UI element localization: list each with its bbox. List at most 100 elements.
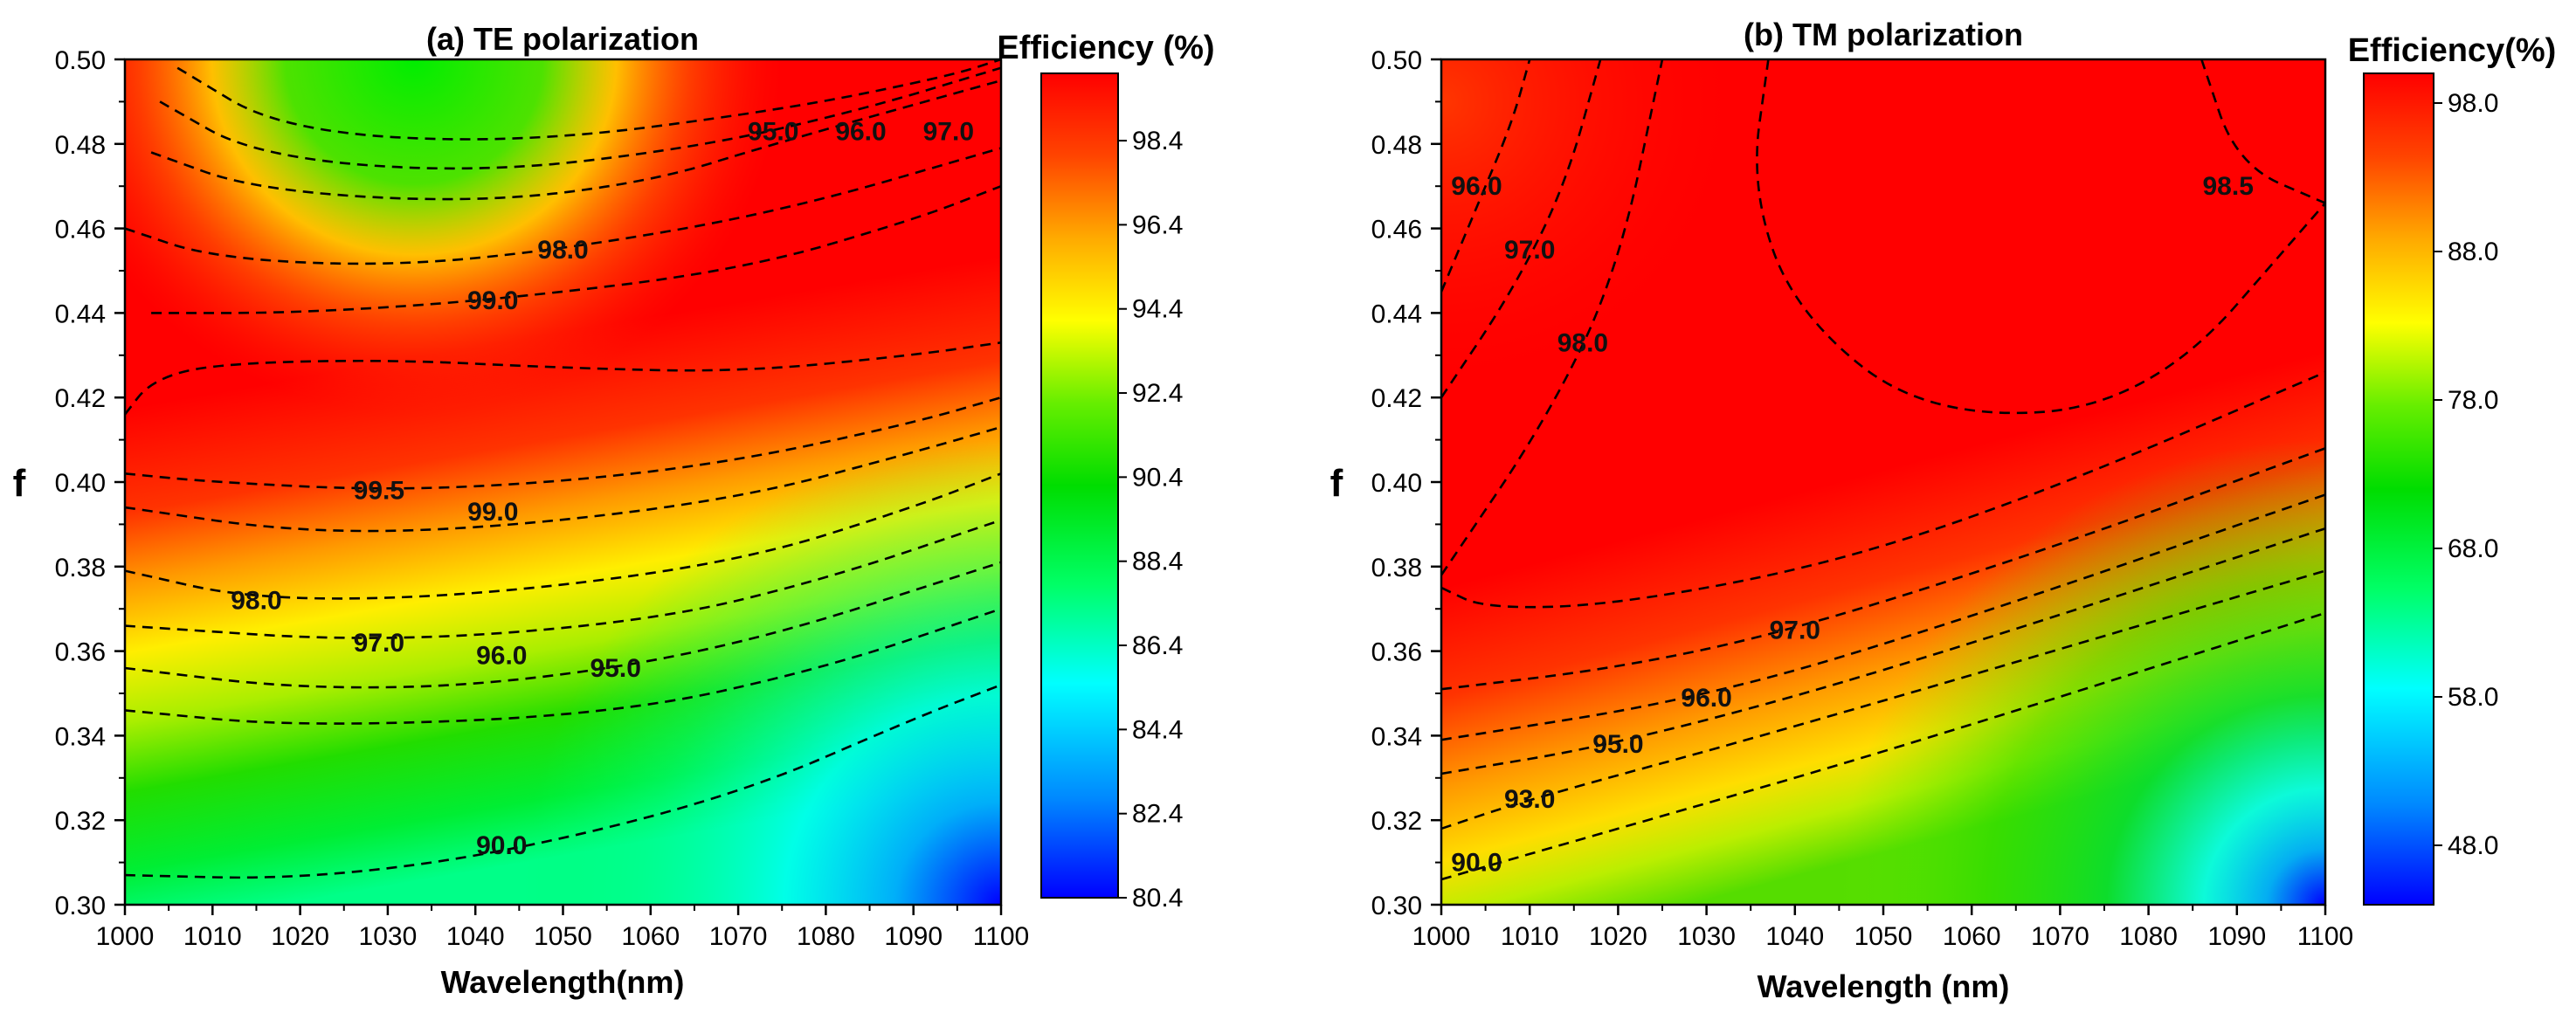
te-y-tick-label: 0.38 — [55, 554, 106, 582]
tm-colorbar-tick-label: 68.0 — [2448, 534, 2498, 563]
te-y-tick-label: 0.50 — [55, 46, 106, 75]
tm-x-tick-label: 1090 — [2207, 922, 2266, 951]
te-x-tick-label: 1000 — [96, 922, 155, 951]
tm-title: (b) TM polarization — [1744, 17, 2023, 52]
tm-x-tick-label: 1070 — [2031, 922, 2089, 951]
tm-colorbar-tick-label: 88.0 — [2448, 238, 2498, 266]
te-contour-line — [125, 607, 1001, 725]
te-x-tick-label: 1030 — [359, 922, 418, 951]
tm-colorbar-tick-label: 48.0 — [2448, 831, 2498, 860]
tm-contour-line — [1756, 59, 2325, 415]
te-colorbar: Efficiency (%) 80.4 82.4 84.4 86.4 88.4 90.4 9… — [997, 30, 1214, 913]
tm-contour-label: 97.0 — [1770, 616, 1820, 644]
te-colorbar-tick-label: 82.4 — [1132, 800, 1183, 829]
te-contour-label: 90.0 — [476, 831, 527, 860]
te-contour-label: 96.0 — [476, 641, 527, 670]
te-x-tick-label: 1080 — [797, 922, 855, 951]
panel-te: 99.5 99.0 98.0 97.0 96.0 95.0 90.0 99.0 98.0 95.0… — [13, 21, 1030, 1000]
te-x-axis-title: Wavelength(nm) — [441, 964, 685, 1000]
tm-contour-line — [1441, 59, 1531, 293]
te-colorbar-ticks: 80.4 82.4 84.4 86.4 88.4 90.4 92.4 94.4 96.4 98.4 — [1118, 127, 1183, 913]
te-y-tick-label: 0.32 — [55, 807, 106, 836]
te-contour-label: 99.0 — [467, 286, 518, 315]
tm-x-tick-label: 1050 — [1854, 922, 1913, 951]
te-colorbar-tick-label: 98.4 — [1132, 127, 1183, 155]
te-contours — [125, 59, 1001, 879]
tm-contour-line — [1441, 527, 2325, 775]
te-contour-label: 96.0 — [835, 117, 886, 146]
tm-contour-line — [1441, 59, 1602, 398]
tm-x-tick-label: 1100 — [2297, 922, 2354, 951]
panel-tm: 96.0 97.0 98.0 98.5 97.0 96.0 95.0 93.0 90.0 100… — [1330, 17, 2354, 1004]
te-colorbar-tick-label: 80.4 — [1132, 884, 1183, 913]
tm-y-tick-label: 0.34 — [1371, 722, 1422, 751]
tm-y-ticks: 0.30 0.32 0.34 0.36 0.38 0.40 0.42 0.44 0.46 0.48… — [1371, 46, 1441, 920]
tm-y-tick-label: 0.40 — [1371, 469, 1422, 498]
tm-contour-line — [1441, 371, 2325, 609]
te-colorbar-title: Efficiency (%) — [997, 30, 1214, 66]
te-y-tick-label: 0.36 — [55, 638, 106, 667]
tm-x-tick-label: 1030 — [1677, 922, 1736, 951]
tm-x-ticks: 1000 1010 1020 1030 1040 1050 1060 1070 1080 1090… — [1412, 905, 2354, 951]
te-x-tick-label: 1040 — [446, 922, 505, 951]
te-contour-line — [125, 684, 1001, 879]
te-contour-line — [125, 561, 1001, 689]
te-x-tick-label: 1090 — [884, 922, 943, 951]
tm-x-tick-label: 1080 — [2119, 922, 2178, 951]
te-contour-labels: 99.5 99.0 98.0 97.0 96.0 95.0 90.0 99.0 98.0 95.0… — [231, 117, 974, 860]
te-contour-line — [125, 341, 1001, 416]
tm-contour-label: 97.0 — [1504, 236, 1555, 265]
te-contour-line — [151, 184, 1001, 314]
tm-colorbar-tick-label: 98.0 — [2448, 89, 2498, 118]
te-y-tick-label: 0.40 — [55, 469, 106, 498]
tm-y-tick-label: 0.50 — [1371, 46, 1422, 75]
te-contour-label: 99.5 — [354, 477, 404, 506]
te-contour-line — [159, 66, 1001, 170]
te-colorbar-tick-label: 86.4 — [1132, 631, 1183, 660]
te-colorbar-tick-label: 96.4 — [1132, 210, 1183, 239]
te-contour-label: 95.0 — [590, 654, 640, 683]
tm-contour-label: 90.0 — [1451, 849, 1502, 878]
tm-contour-label: 98.0 — [1557, 328, 1608, 357]
te-colorbar-tick-label: 92.4 — [1132, 379, 1183, 408]
tm-colorbar-scale — [2363, 72, 2434, 906]
te-x-tick-label: 1050 — [534, 922, 592, 951]
tm-x-axis-title: Wavelength (nm) — [1758, 968, 2010, 1004]
te-x-ticks: 1000 1010 1020 1030 1040 1050 1060 1070 1080 1090… — [96, 905, 1030, 951]
tm-colorbar-ticks: 48.0 58.0 68.0 78.0 88.0 98.0 — [2434, 89, 2498, 860]
te-x-tick-label: 1010 — [183, 922, 242, 951]
te-x-tick-label: 1020 — [271, 922, 329, 951]
te-colorbar-tick-label: 94.4 — [1132, 295, 1183, 324]
te-y-tick-label: 0.34 — [55, 722, 106, 751]
tm-y-tick-label: 0.44 — [1371, 300, 1422, 328]
tm-y-tick-label: 0.48 — [1371, 131, 1422, 160]
tm-y-tick-label: 0.46 — [1371, 216, 1422, 245]
tm-y-tick-label: 0.36 — [1371, 638, 1422, 667]
te-contour-label: 95.0 — [748, 117, 798, 146]
te-contour-line — [125, 396, 1001, 490]
te-contour-line — [125, 519, 1001, 639]
tm-y-axis-title: f — [1330, 462, 1343, 505]
tm-contour-label: 95.0 — [1592, 730, 1643, 759]
tm-contour-label: 93.0 — [1504, 785, 1555, 814]
te-y-ticks: 0.30 0.32 0.34 0.36 0.38 0.40 0.42 0.44 0.46 0.48… — [55, 46, 125, 920]
tm-contour-label: 96.0 — [1451, 172, 1502, 201]
tm-contour-line — [1441, 569, 2325, 830]
tm-heatmap-corner — [1441, 59, 2325, 905]
te-heatmap-corner — [125, 59, 1001, 905]
te-contour-label: 97.0 — [923, 117, 974, 146]
te-y-tick-label: 0.48 — [55, 131, 106, 160]
te-colorbar-tick-label: 88.4 — [1132, 548, 1183, 576]
te-contour-line — [176, 59, 1001, 141]
tm-contour-label: 96.0 — [1681, 684, 1731, 713]
te-contour-label: 98.0 — [231, 587, 281, 616]
tm-y-tick-label: 0.38 — [1371, 554, 1422, 582]
te-x-tick-label: 1100 — [973, 922, 1030, 951]
tm-y-tick-label: 0.30 — [1371, 892, 1422, 920]
te-y-tick-label: 0.42 — [55, 384, 106, 413]
tm-contours — [1441, 59, 2325, 881]
tm-contour-label: 98.5 — [2202, 172, 2253, 201]
tm-contour-line — [2200, 59, 2325, 204]
tm-colorbar-tick-label: 58.0 — [2448, 683, 2498, 712]
